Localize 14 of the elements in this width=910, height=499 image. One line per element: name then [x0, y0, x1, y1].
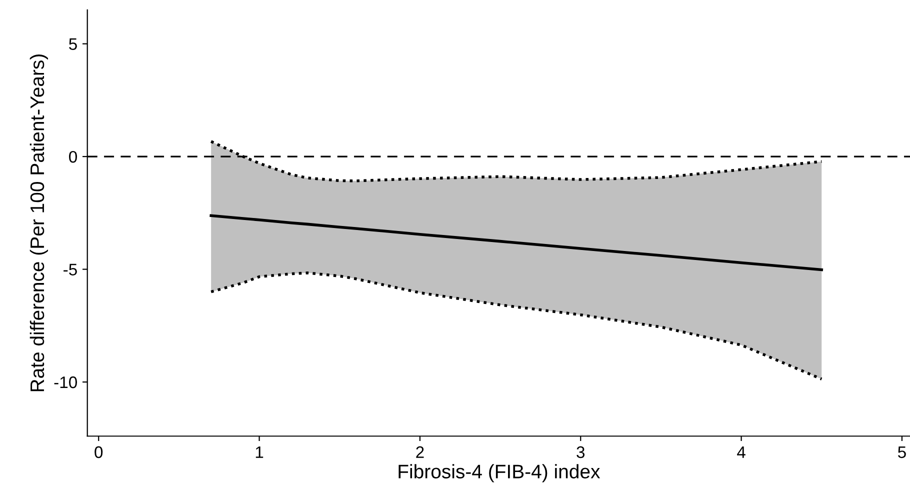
x-tick-label: 1 — [256, 446, 264, 458]
line-series — [210, 271, 824, 380]
x-axis-title: Fibrosis-4 (FIB-4) index — [398, 464, 600, 482]
x-tick-label: 4 — [737, 446, 746, 458]
x-tick-label: 2 — [416, 446, 424, 458]
x-tick-label: 3 — [576, 446, 585, 458]
y-tick-label: 5 — [69, 38, 77, 50]
x-tick-label: 0 — [94, 446, 103, 458]
line-series — [210, 214, 824, 272]
y-axis-title: Rate difference (Per 100 Patient-Years) — [30, 54, 48, 392]
x-tick-label: 5 — [898, 446, 906, 458]
y-tick-label: -10 — [54, 376, 77, 388]
y-tick-label: -5 — [64, 264, 77, 276]
y-tick-label: 0 — [69, 150, 77, 163]
